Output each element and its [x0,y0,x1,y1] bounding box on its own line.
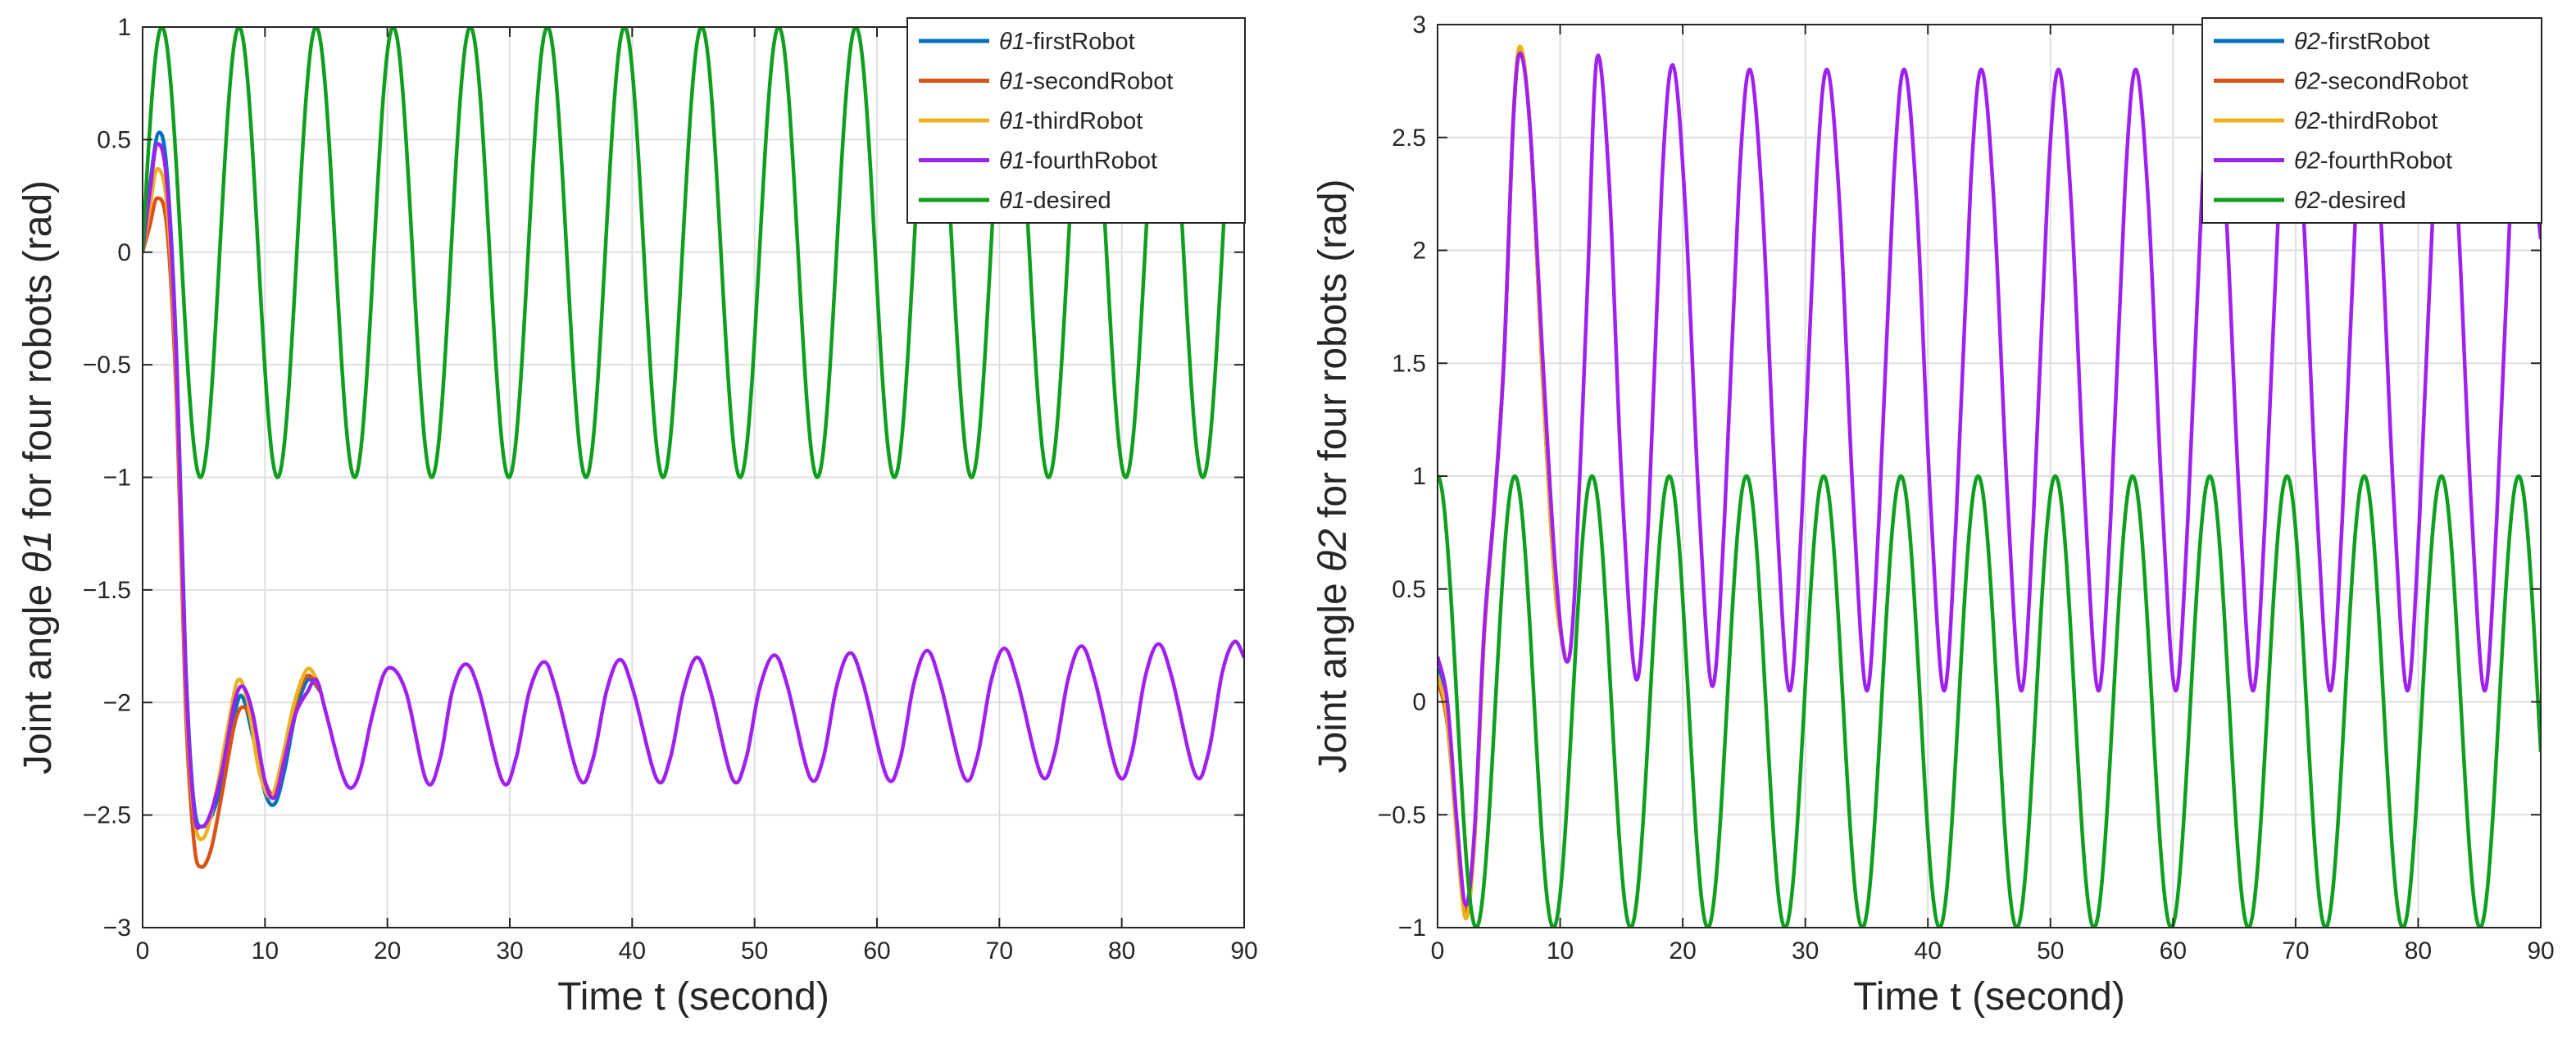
legend-label: -desired [2320,188,2406,214]
legend-symbol: θ1 [999,69,1025,95]
y-axis-title-prefix: Joint angle [1311,572,1355,774]
y-axis-title-suffix: for four robots (rad) [1311,179,1355,529]
legend-entry-desired: θ2-desired [2294,188,2406,214]
chart-theta1: 0 10 20 30 40 50 60 70 80 90 −3 −2.5 −2 −1.5 −1 −0.5 0 0.… [16,14,1258,1019]
series-line-fourthRobot [143,142,1244,830]
x-axis-title: Time t (second) [557,975,829,1019]
x-tick-label: 50 [2037,937,2064,965]
legend-entry-firstRobot: θ1-firstRobot [999,29,1135,55]
y-tick-label: 0 [117,239,131,266]
x-tick-label: 90 [2527,937,2554,965]
legend-entry-firstRobot: θ2-firstRobot [2294,29,2430,55]
y-axis-title: Joint angle θ1 for four robots (rad) [16,180,60,774]
x-tick-label: 0 [1431,937,1445,965]
legend-symbol: θ1 [999,108,1025,134]
legend-entry-thirdRobot: θ2-thirdRobot [2294,108,2437,134]
x-tick-label: 20 [374,937,401,965]
series-line-desired [1438,474,2541,928]
legend-entry-desired: θ1-desired [999,188,1111,214]
x-tick-label: 60 [863,937,890,965]
y-tick-label: −1.5 [83,577,131,604]
legend-label: -thirdRobot [1025,108,1143,134]
y-tick-label: −2.5 [83,802,131,829]
y-axis-title-suffix: for four robots (rad) [16,180,60,530]
legend-label: -firstRobot [2320,29,2430,55]
legend-entry-thirdRobot: θ1-thirdRobot [999,108,1143,134]
y-axis-title-prefix: Joint angle [16,574,60,775]
legend-entry-secondRobot: θ1-secondRobot [999,69,1173,95]
y-tick-label: −0.5 [1378,801,1426,828]
legend: θ2-firstRobotθ2-secondRobotθ2-thirdRobot… [2201,17,2542,224]
series-line-desired [143,27,1244,479]
x-tick-label: 60 [2160,937,2187,965]
y-tick-label: −1 [1398,915,1426,942]
x-tick-label: 70 [986,937,1013,965]
y-tick-label: −0.5 [83,352,131,379]
legend-label: -firstRobot [1025,29,1135,55]
x-tick-label: 20 [1669,937,1696,965]
y-axis-title-symbol: θ1 [16,530,60,574]
x-tick-label: 50 [741,937,768,965]
y-tick-label: 0.5 [97,126,131,153]
legend: θ1-firstRobotθ1-secondRobotθ1-thirdRobot… [906,17,1246,224]
y-tick-label: 0.5 [1392,576,1426,603]
x-tick-label: 80 [2405,937,2432,965]
legend-symbol: θ1 [999,188,1025,214]
y-tick-label: −3 [103,915,131,942]
legend-symbol: θ2 [2294,148,2320,175]
legend-label: -fourthRobot [2320,148,2452,175]
y-tick-label: 2.5 [1392,125,1426,152]
legend-symbol: θ2 [2294,108,2320,134]
legend-symbol: θ1 [999,148,1025,175]
y-tick-label: 3 [1412,11,1426,39]
legend-symbol: θ1 [999,29,1025,55]
y-tick-label: 2 [1412,238,1426,265]
legend-entry-secondRobot: θ2-secondRobot [2294,69,2468,95]
legend-label: -secondRobot [1025,69,1174,95]
x-tick-label: 80 [1108,937,1135,965]
x-tick-label: 40 [1915,937,1942,965]
x-axis-title: Time t (second) [1853,975,2125,1019]
x-tick-label: 70 [2282,937,2309,965]
y-tick-label: 1 [1412,463,1426,490]
legend-entry-fourthRobot: θ2-fourthRobot [2294,148,2452,175]
y-tick-label: −1 [103,465,131,492]
y-axis-title: Joint angle θ2 for four robots (rad) [1311,179,1355,773]
series-group [143,27,1244,869]
y-tick-label: 1 [117,14,131,41]
legend-label: -desired [1025,188,1111,214]
legend-label: -secondRobot [2320,69,2469,95]
x-tick-label: 0 [136,937,150,965]
y-tick-label: 0 [1412,689,1426,716]
y-tick-label: 1.5 [1392,350,1426,377]
x-tick-label: 30 [496,937,523,965]
x-tick-label: 90 [1230,937,1257,965]
legend-entry-fourthRobot: θ1-fourthRobot [999,148,1157,175]
series-group [1438,44,2541,928]
x-tick-label: 30 [1792,937,1819,965]
x-tick-label: 40 [619,937,646,965]
y-axis-title-symbol: θ2 [1311,529,1355,572]
legend-symbol: θ2 [2294,29,2320,55]
x-tick-label: 10 [252,937,279,965]
legend-symbol: θ2 [2294,188,2320,214]
series-line-fourthRobot [1438,51,2541,907]
legend-label: -thirdRobot [2320,108,2437,134]
legend-label: -fourthRobot [1025,148,1157,175]
chart-theta2: 0 10 20 30 40 50 60 70 80 90 −1 −0.5 0 0.5 1 1.5 2 2.5 3 Ti… [1311,11,2555,1019]
x-tick-label: 10 [1547,937,1574,965]
legend-symbol: θ2 [2294,69,2320,95]
y-tick-label: −2 [103,689,131,716]
